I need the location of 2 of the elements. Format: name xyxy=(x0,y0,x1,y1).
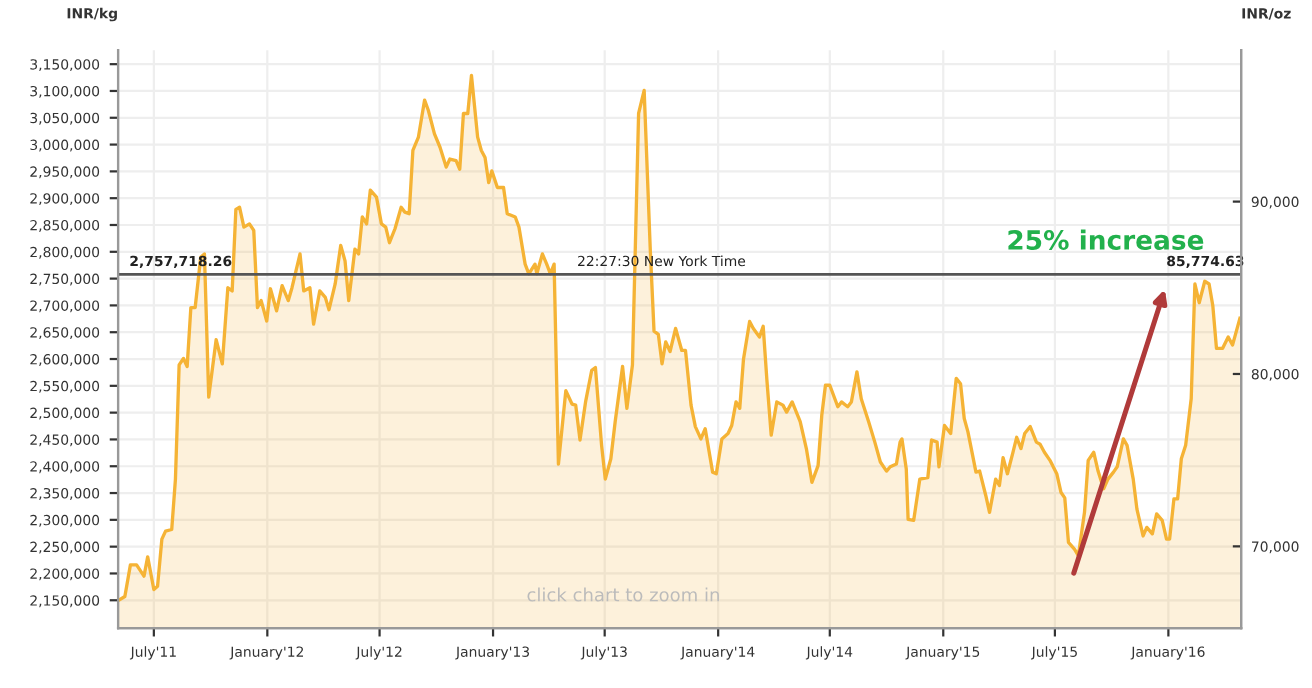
annotation: 25% increase xyxy=(1008,229,1204,250)
annotation: click chart to zoom in xyxy=(527,587,719,602)
